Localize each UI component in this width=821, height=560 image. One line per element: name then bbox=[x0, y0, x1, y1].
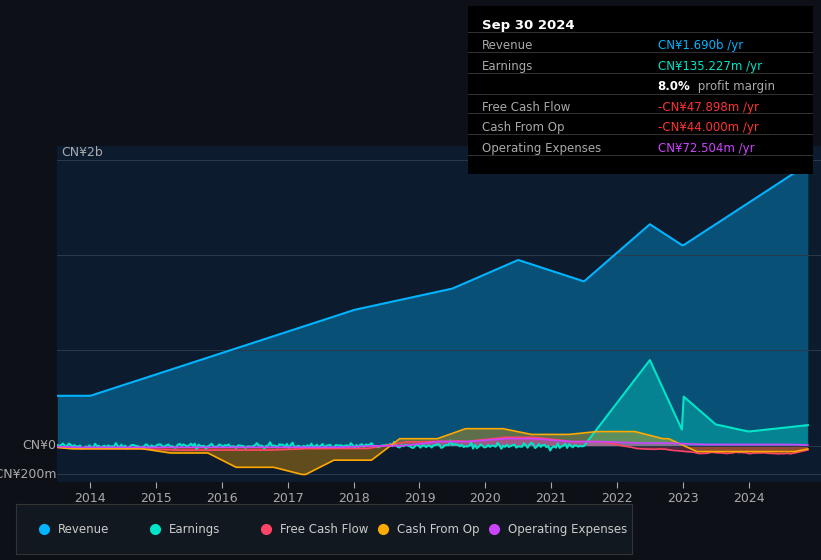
Text: Earnings: Earnings bbox=[169, 522, 221, 536]
Text: Sep 30 2024: Sep 30 2024 bbox=[482, 19, 575, 32]
Text: CN¥0: CN¥0 bbox=[23, 440, 57, 452]
Text: CN¥1.690b /yr: CN¥1.690b /yr bbox=[658, 39, 743, 52]
Text: CN¥72.504m /yr: CN¥72.504m /yr bbox=[658, 142, 754, 155]
Text: Cash From Op: Cash From Op bbox=[397, 522, 479, 536]
Text: Earnings: Earnings bbox=[482, 60, 533, 73]
Text: -CN¥200m: -CN¥200m bbox=[0, 468, 57, 481]
Text: Cash From Op: Cash From Op bbox=[482, 121, 564, 134]
Text: 8.0%: 8.0% bbox=[658, 81, 690, 94]
Text: profit margin: profit margin bbox=[694, 81, 775, 94]
Text: Revenue: Revenue bbox=[58, 522, 110, 536]
Text: Free Cash Flow: Free Cash Flow bbox=[280, 522, 369, 536]
Text: -CN¥47.898m /yr: -CN¥47.898m /yr bbox=[658, 101, 759, 114]
Text: Free Cash Flow: Free Cash Flow bbox=[482, 101, 570, 114]
Text: CN¥2b: CN¥2b bbox=[62, 146, 103, 158]
Text: Operating Expenses: Operating Expenses bbox=[482, 142, 601, 155]
Text: -CN¥44.000m /yr: -CN¥44.000m /yr bbox=[658, 121, 759, 134]
Text: Revenue: Revenue bbox=[482, 39, 533, 52]
Text: Operating Expenses: Operating Expenses bbox=[507, 522, 627, 536]
Text: CN¥135.227m /yr: CN¥135.227m /yr bbox=[658, 60, 762, 73]
